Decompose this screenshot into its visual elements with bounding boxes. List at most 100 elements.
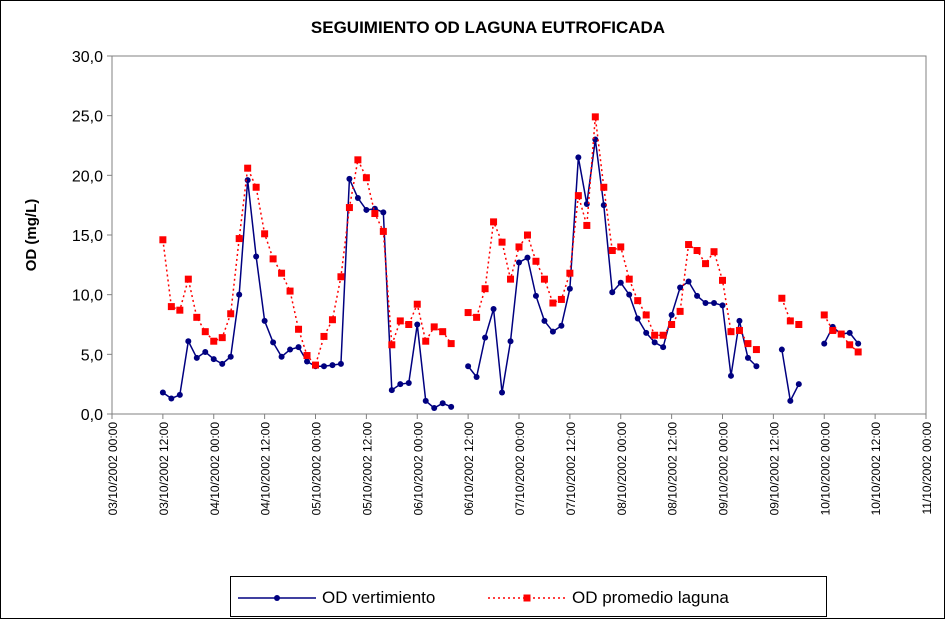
marker bbox=[846, 329, 853, 336]
marker bbox=[244, 164, 252, 172]
x-tick-label: 07/10/2002 12:00 bbox=[564, 422, 578, 516]
y-tick-label: 0,0 bbox=[81, 407, 103, 424]
marker bbox=[651, 339, 658, 346]
marker bbox=[312, 361, 319, 369]
marker bbox=[193, 313, 201, 321]
marker bbox=[227, 353, 234, 360]
marker bbox=[676, 307, 684, 315]
marker bbox=[515, 243, 523, 251]
marker bbox=[634, 297, 642, 305]
marker bbox=[549, 299, 557, 307]
legend-marker bbox=[523, 594, 531, 602]
chart-title: SEGUIMIENTO OD LAGUNA EUTROFICADA bbox=[311, 18, 665, 37]
marker bbox=[540, 275, 548, 283]
plot-area bbox=[111, 55, 927, 415]
marker bbox=[795, 381, 802, 388]
marker bbox=[727, 328, 735, 336]
marker bbox=[379, 227, 387, 235]
marker bbox=[413, 300, 421, 308]
marker bbox=[566, 285, 573, 292]
marker bbox=[507, 275, 515, 283]
marker bbox=[744, 340, 752, 348]
marker bbox=[693, 247, 701, 255]
marker bbox=[320, 332, 328, 340]
marker bbox=[820, 311, 828, 319]
marker bbox=[431, 405, 438, 412]
legend-marker bbox=[274, 595, 280, 601]
y-tick-label: 20,0 bbox=[72, 168, 103, 185]
x-tick-label: 10/10/2002 12:00 bbox=[869, 422, 883, 516]
marker bbox=[837, 330, 845, 338]
marker bbox=[625, 275, 633, 283]
x-tick-label: 04/10/2002 00:00 bbox=[208, 422, 222, 516]
marker bbox=[498, 238, 506, 246]
marker bbox=[464, 309, 472, 317]
x-tick-label: 03/10/2002 12:00 bbox=[157, 422, 171, 516]
marker bbox=[345, 204, 353, 212]
marker bbox=[702, 260, 710, 268]
marker bbox=[574, 192, 582, 200]
x-tick-label: 10/10/2002 00:00 bbox=[818, 422, 832, 516]
marker bbox=[642, 311, 650, 319]
marker bbox=[821, 340, 828, 347]
marker bbox=[193, 354, 200, 361]
legend: OD vertimiento OD promedio laguna bbox=[230, 576, 827, 617]
marker bbox=[185, 338, 192, 345]
marker bbox=[159, 236, 167, 244]
x-tick-label: 06/10/2002 12:00 bbox=[462, 422, 476, 516]
marker bbox=[753, 363, 760, 370]
marker bbox=[201, 328, 209, 336]
marker bbox=[388, 341, 396, 349]
marker bbox=[795, 321, 803, 328]
marker bbox=[219, 360, 226, 367]
marker bbox=[354, 195, 361, 202]
marker bbox=[685, 278, 692, 285]
marker bbox=[422, 337, 430, 345]
marker bbox=[778, 294, 786, 302]
x-tick-label: 09/10/2002 12:00 bbox=[767, 422, 781, 516]
marker bbox=[846, 341, 854, 349]
marker bbox=[261, 317, 268, 324]
marker bbox=[244, 177, 251, 184]
marker bbox=[532, 257, 540, 265]
marker bbox=[328, 316, 336, 324]
marker bbox=[481, 285, 489, 293]
marker bbox=[719, 302, 726, 309]
marker bbox=[583, 200, 590, 207]
legend-label: OD vertimiento bbox=[322, 588, 435, 607]
marker bbox=[719, 276, 726, 284]
marker bbox=[303, 352, 311, 360]
marker bbox=[575, 154, 582, 161]
y-axis-label: OD (mg/L) bbox=[23, 199, 40, 272]
marker bbox=[253, 253, 260, 260]
y-tick-label: 15,0 bbox=[72, 228, 103, 245]
marker bbox=[736, 317, 743, 324]
marker bbox=[397, 381, 404, 388]
marker bbox=[608, 247, 616, 255]
y-tick-label: 10,0 bbox=[72, 288, 103, 305]
marker bbox=[523, 231, 531, 239]
marker bbox=[465, 363, 472, 370]
marker bbox=[422, 397, 429, 404]
marker bbox=[490, 305, 497, 312]
x-tick-label: 05/10/2002 00:00 bbox=[310, 422, 324, 516]
x-tick-label: 08/10/2002 00:00 bbox=[615, 422, 629, 516]
x-tick-label: 04/10/2002 12:00 bbox=[259, 422, 273, 516]
marker bbox=[685, 241, 693, 249]
marker bbox=[609, 289, 616, 296]
marker bbox=[727, 372, 734, 379]
marker bbox=[583, 221, 591, 229]
marker bbox=[447, 340, 455, 348]
legend-label: OD promedio laguna bbox=[572, 588, 729, 607]
marker bbox=[227, 310, 235, 318]
marker bbox=[380, 209, 387, 216]
marker bbox=[473, 374, 480, 381]
marker bbox=[388, 387, 395, 394]
marker bbox=[439, 328, 447, 336]
marker bbox=[236, 291, 243, 298]
marker bbox=[304, 358, 311, 365]
marker bbox=[362, 174, 370, 182]
marker bbox=[396, 317, 404, 325]
marker bbox=[176, 391, 183, 398]
marker bbox=[617, 279, 624, 286]
